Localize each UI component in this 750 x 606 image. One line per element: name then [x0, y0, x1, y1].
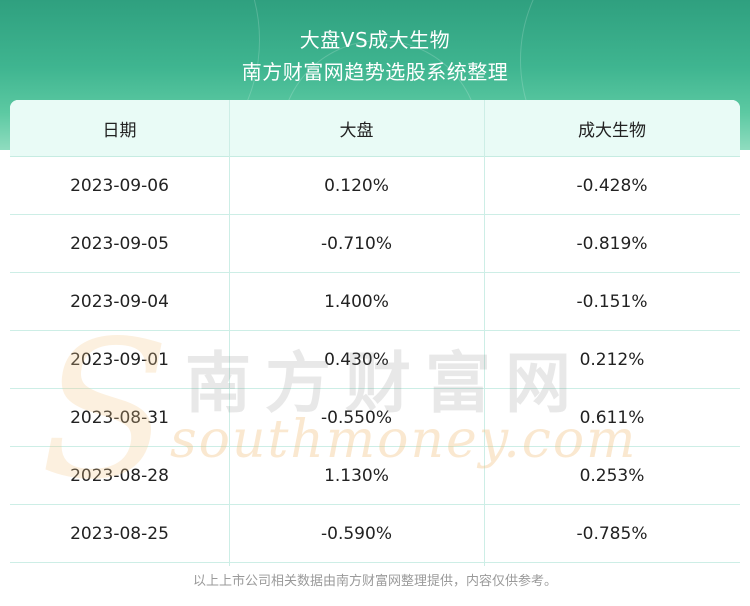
- stock-change-cell: 0.253%: [579, 466, 645, 486]
- stock-change-cell: 0.212%: [579, 350, 645, 370]
- column-header-stock: 成大生物: [578, 121, 646, 141]
- date-cell: 2023-09-05: [70, 234, 169, 254]
- table-row: 2023-09-06 0.120% -0.428%: [10, 157, 740, 215]
- market-change-cell: 1.400%: [324, 292, 389, 312]
- stock-change-cell: -0.151%: [576, 292, 648, 312]
- column-header-market: 大盘: [339, 121, 374, 141]
- stock-change-cell: -0.785%: [576, 524, 648, 544]
- watermark-logo-mark: S: [40, 300, 171, 521]
- page-title: 大盘VS成大生物: [299, 28, 451, 52]
- table-row: 2023-08-31 -0.550% 0.611%: [10, 389, 740, 447]
- market-change-cell: 0.120%: [324, 176, 389, 196]
- watermark-english: southmoney.com: [170, 410, 638, 470]
- table-row: 2023-08-25 -0.590% -0.785%: [10, 505, 740, 563]
- banner-decoration: [520, 0, 750, 150]
- table-row: 2023-09-01 0.430% 0.212%: [10, 331, 740, 389]
- market-change-cell: 1.130%: [324, 466, 389, 486]
- table-header: 日期 大盘 成大生物: [10, 100, 740, 157]
- stock-change-cell: 0.611%: [579, 408, 645, 428]
- watermark-chinese: 南方财富网: [185, 344, 585, 422]
- date-cell: 2023-09-06: [70, 176, 169, 196]
- column-divider: [229, 100, 230, 566]
- market-change-cell: 0.430%: [324, 350, 389, 370]
- date-cell: 2023-08-25: [70, 524, 169, 544]
- stock-change-cell: -0.428%: [576, 176, 648, 196]
- date-cell: 2023-08-28: [70, 466, 169, 486]
- page-subtitle: 南方财富网趋势选股系统整理: [241, 60, 509, 84]
- table-row: 2023-09-05 -0.710% -0.819%: [10, 215, 740, 273]
- market-change-cell: -0.550%: [321, 408, 392, 428]
- column-divider: [484, 100, 485, 566]
- table-row: 2023-09-04 1.400% -0.151%: [10, 273, 740, 331]
- date-cell: 2023-09-01: [70, 350, 169, 370]
- date-cell: 2023-09-04: [70, 292, 169, 312]
- comparison-table: 日期 大盘 成大生物 2023-09-06 0.120% -0.428% 202…: [10, 100, 740, 566]
- date-cell: 2023-08-31: [70, 408, 169, 428]
- market-change-cell: -0.590%: [321, 524, 392, 544]
- market-change-cell: -0.710%: [321, 234, 392, 254]
- table-row: 2023-08-28 1.130% 0.253%: [10, 447, 740, 505]
- stock-change-cell: -0.819%: [576, 234, 648, 254]
- column-header-date: 日期: [102, 121, 137, 141]
- footer-disclaimer: 以上上市公司相关数据由南方财富网整理提供，内容仅供参考。: [192, 574, 557, 589]
